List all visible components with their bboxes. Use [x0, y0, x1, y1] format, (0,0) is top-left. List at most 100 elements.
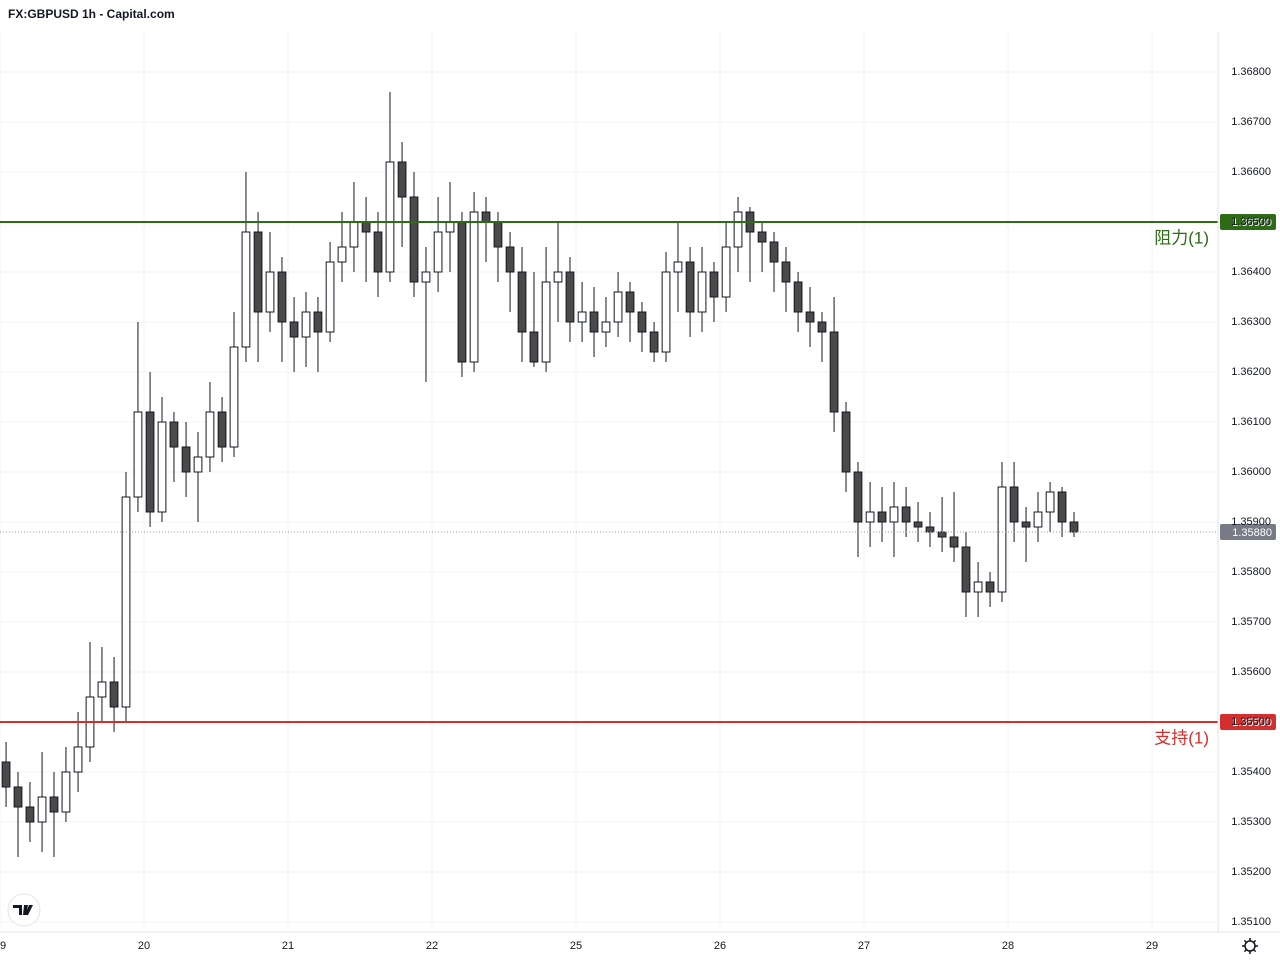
candle-body: [721, 246, 731, 298]
candle-body: [205, 411, 215, 458]
y-tick-label: 1.35500: [1231, 716, 1271, 728]
candle-body: [805, 311, 815, 323]
candle-body: [301, 311, 311, 338]
candle-body: [109, 681, 119, 708]
y-tick-label: 1.35200: [1231, 866, 1271, 878]
x-tick-label: 27: [858, 940, 870, 952]
price-tag-label: 1.36500: [1232, 217, 1272, 229]
x-tick-label: 20: [138, 940, 150, 952]
candle-body: [781, 261, 791, 283]
price-tag-label: 1.35500: [1232, 717, 1272, 729]
candle-body: [1057, 491, 1067, 523]
candle-body: [841, 411, 851, 473]
y-tick-label: 1.36300: [1231, 316, 1271, 328]
candle-body: [397, 161, 407, 198]
candle-body: [133, 411, 143, 498]
y-tick-label: 1.35100: [1231, 916, 1271, 928]
x-tick-label: 21: [282, 940, 294, 952]
candle-body: [241, 231, 251, 348]
y-tick-label: 1.36600: [1231, 166, 1271, 178]
y-tick-label: 1.36500: [1231, 216, 1271, 228]
candle-body: [457, 221, 467, 363]
candle-body: [517, 271, 527, 333]
candle-body: [97, 681, 107, 698]
candle-body: [637, 311, 647, 333]
candle-body: [601, 321, 611, 333]
candle-body: [1021, 521, 1031, 528]
candle-body: [25, 806, 35, 823]
candle-body: [193, 456, 203, 473]
candle-body: [289, 321, 299, 338]
candle-body: [421, 271, 431, 283]
candle-body: [613, 291, 623, 323]
candle-body: [253, 231, 263, 313]
candle-body: [901, 506, 911, 523]
candle-body: [553, 271, 563, 283]
y-tick-label: 1.35400: [1231, 766, 1271, 778]
candle-body: [565, 271, 575, 323]
y-tick-label: 1.36800: [1231, 66, 1271, 78]
y-tick-label: 1.35800: [1231, 566, 1271, 578]
candle-body: [949, 536, 959, 548]
candle-body: [1069, 521, 1079, 533]
candle-body: [577, 311, 587, 323]
candle-body: [865, 511, 875, 523]
x-tick-label: 26: [714, 940, 726, 952]
y-tick-label: 1.36100: [1231, 416, 1271, 428]
candle-body: [625, 291, 635, 313]
candle-body: [685, 261, 695, 313]
candle-body: [469, 211, 479, 363]
price-tag: [1220, 714, 1276, 730]
candle-body: [661, 271, 671, 353]
tradingview-logo[interactable]: [7, 893, 41, 927]
candle-body: [1, 761, 11, 788]
candle-body: [13, 786, 23, 808]
candle-body: [325, 261, 335, 333]
candle-body: [385, 161, 395, 273]
candle-body: [181, 446, 191, 473]
candle-body: [313, 311, 323, 333]
candle-body: [925, 526, 935, 533]
price-tag: [1220, 524, 1276, 540]
candle-body: [505, 246, 515, 273]
candle-body: [997, 486, 1007, 593]
level-label: 阻力(1): [1154, 228, 1209, 247]
price-tag-label: 1.35880: [1232, 527, 1272, 539]
candle-body: [829, 331, 839, 413]
candle-body: [853, 471, 863, 523]
candle-body: [673, 261, 683, 273]
candle-body: [481, 211, 491, 223]
candle-body: [73, 746, 83, 773]
y-tick-label: 1.36200: [1231, 366, 1271, 378]
candle-body: [37, 796, 47, 823]
y-tick-label: 1.36700: [1231, 116, 1271, 128]
candle-body: [1009, 486, 1019, 523]
candle-body: [217, 411, 227, 448]
candle-body: [649, 331, 659, 353]
candle-body: [793, 281, 803, 313]
y-tick-label: 1.35300: [1231, 816, 1271, 828]
level-label: 支持(1): [1154, 728, 1209, 747]
candles: [1, 92, 1079, 857]
candle-body: [913, 521, 923, 528]
y-tick-label: 1.35900: [1231, 516, 1271, 528]
chart-title: FX:GBPUSD 1h - Capital.com: [8, 7, 175, 21]
x-tick-label: 29: [1146, 940, 1158, 952]
candle-body: [1045, 491, 1055, 513]
settings-icon[interactable]: [1242, 938, 1258, 954]
candle-body: [733, 211, 743, 248]
candle-body: [985, 581, 995, 593]
candle-body: [373, 231, 383, 273]
candle-body: [349, 221, 359, 248]
y-tick-label: 1.35600: [1231, 666, 1271, 678]
candle-body: [817, 321, 827, 333]
candle-body: [265, 271, 275, 313]
candle-body: [169, 421, 179, 448]
candle-body: [1033, 511, 1043, 528]
candle-body: [709, 271, 719, 298]
candle-body: [229, 346, 239, 448]
overlays: 阻力(1) 1.36500 支持(1) 1.35500 1.35880: [0, 214, 1276, 747]
